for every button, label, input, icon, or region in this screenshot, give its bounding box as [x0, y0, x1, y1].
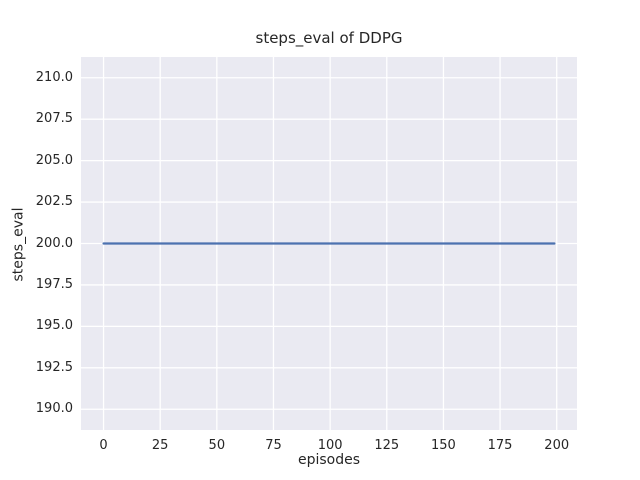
chart-title: steps_eval of DDPG: [255, 29, 403, 47]
y-tick-label: 200.0: [35, 235, 73, 251]
y-tick-label: 202.5: [35, 194, 73, 210]
y-tick-label: 210.0: [35, 69, 73, 85]
x-tick-label: 25: [151, 438, 169, 453]
y-tick-label: 190.0: [35, 401, 73, 417]
y-tick-label: 205.0: [35, 152, 73, 168]
y-tick-label: 197.5: [35, 276, 73, 292]
y-tick-label: 192.5: [35, 359, 73, 375]
x-axis-label: episodes: [297, 452, 361, 468]
y-tick-label: 207.5: [35, 111, 73, 127]
x-tick-label: 0: [99, 438, 108, 453]
x-tick-label: 75: [265, 438, 282, 453]
y-tick-label: 195.0: [35, 318, 73, 334]
x-tick-label: 100: [317, 438, 343, 453]
x-tick-label: 175: [487, 438, 513, 453]
x-tick-label: 125: [374, 438, 400, 453]
x-tick-label: 150: [431, 438, 456, 453]
x-tick-label: 50: [208, 438, 226, 453]
x-tick-label: 200: [544, 438, 570, 453]
